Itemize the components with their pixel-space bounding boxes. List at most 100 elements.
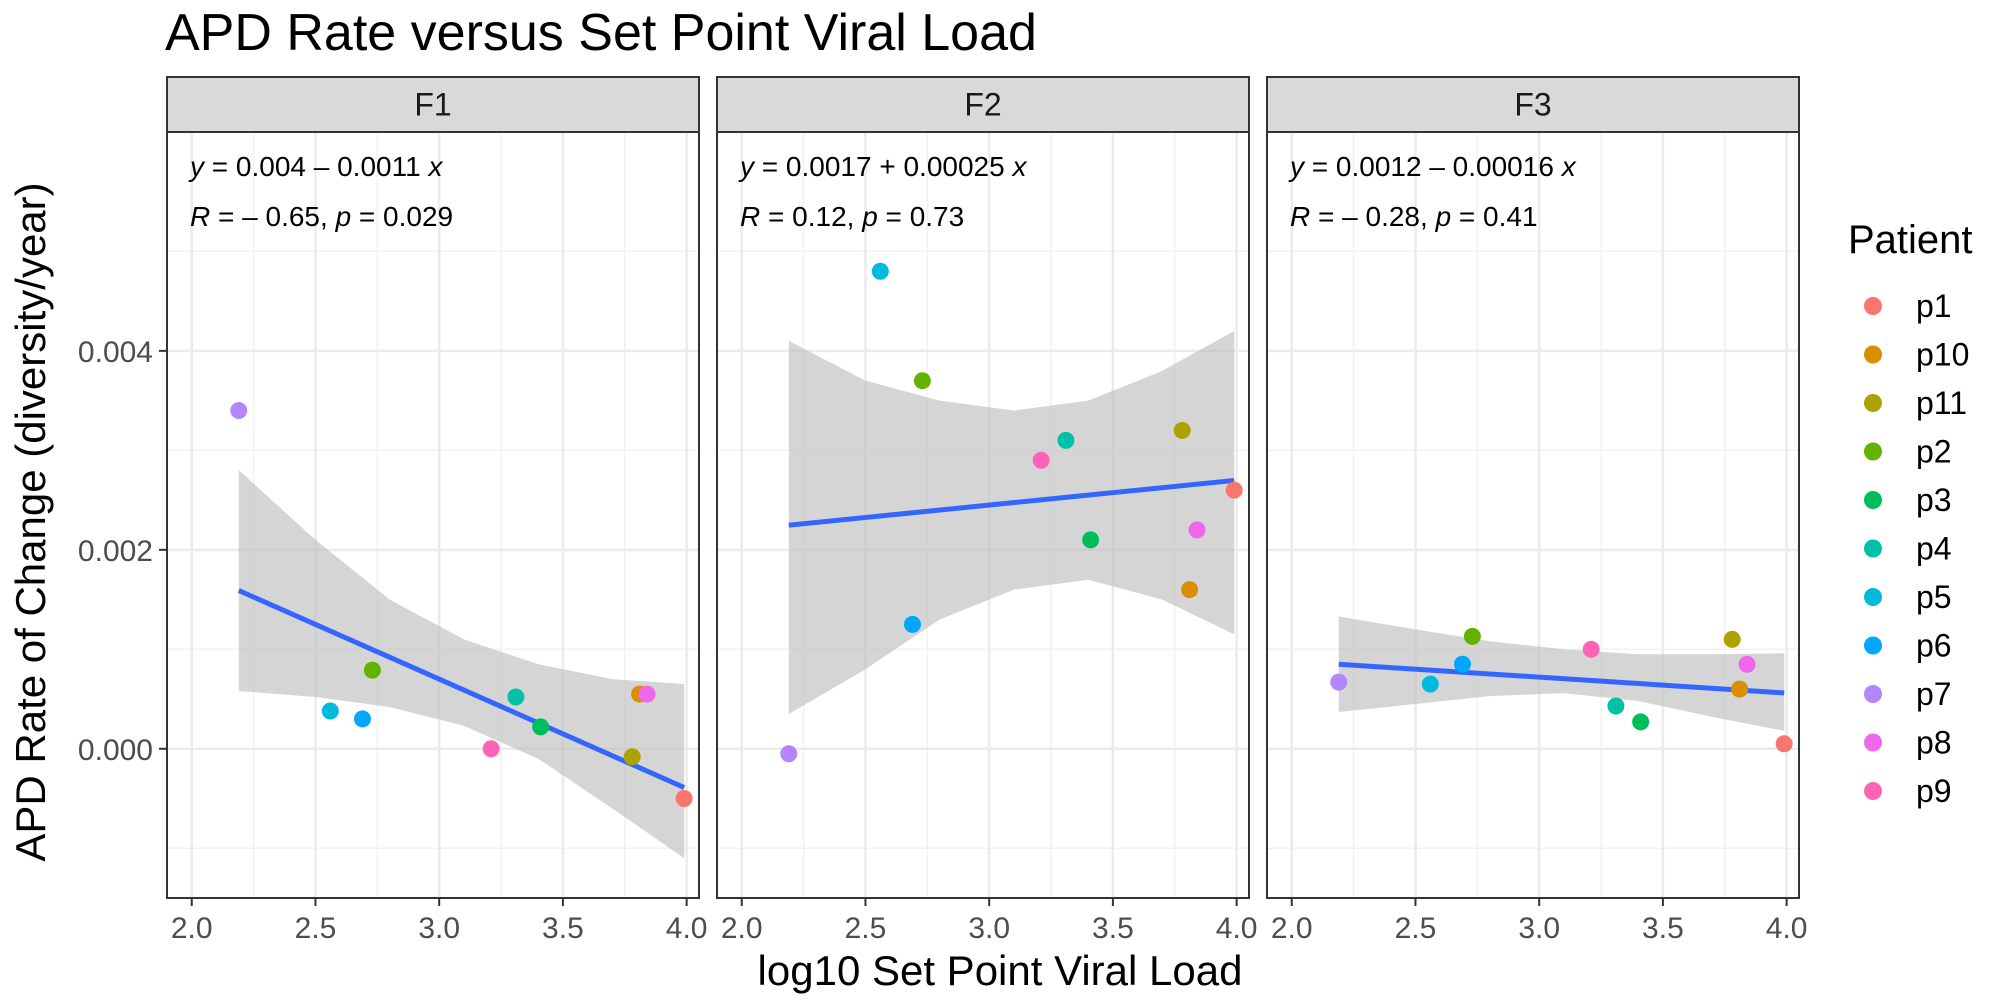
equation-y-symbol: y	[1288, 151, 1306, 182]
facet-panel-F1: y = 0.004 – 0.0011 x R = – 0.65, p = 0.02…	[78, 76, 708, 945]
y-tick-label: 0.002	[78, 535, 153, 568]
data-point-p9	[1582, 640, 1600, 658]
stats-p-symbol: p	[861, 201, 878, 232]
data-point-p11	[1173, 421, 1191, 439]
legend-label: p8	[1916, 725, 1952, 761]
legend-swatch	[1864, 685, 1882, 703]
x-tick-label: 3.0	[418, 912, 460, 945]
x-tick-label: 3.0	[1518, 912, 1560, 945]
legend-item-p9: p9	[1864, 773, 1952, 809]
correlation-stats: R = – 0.65, p = 0.029	[190, 201, 453, 232]
confidence-ribbon	[788, 331, 1235, 714]
equation-x-symbol: x	[1560, 151, 1577, 182]
legend-item-p1: p1	[1864, 288, 1952, 324]
data-point-p1	[675, 790, 693, 808]
y-axis-title: APD Rate of Change (diversity/year)	[7, 182, 54, 861]
legend-swatch	[1864, 345, 1882, 364]
legend-item-p6: p6	[1864, 628, 1952, 664]
stats-p-value: = 0.029	[351, 201, 453, 232]
stats-p-symbol: p	[1435, 201, 1452, 232]
legend-item-p4: p4	[1864, 531, 1952, 567]
legend-swatch	[1864, 394, 1882, 412]
y-tick-label: 0.000	[78, 734, 153, 767]
equation-terms: = 0.0012 – 0.00016	[1304, 151, 1562, 182]
x-tick-label: 2.0	[1271, 912, 1313, 945]
legend-swatch	[1864, 733, 1882, 752]
data-point-p2	[913, 372, 931, 390]
panel-background	[1267, 132, 1799, 898]
facet-strip	[166, 76, 700, 133]
data-point-p3	[1632, 713, 1650, 731]
legend-label: p2	[1916, 434, 1952, 470]
stats-p-value: = 0.41	[1451, 201, 1537, 232]
x-tick-label: 3.5	[1642, 912, 1684, 945]
equation-x-symbol: x	[1010, 151, 1027, 182]
facet-strip	[716, 76, 1250, 133]
data-point-p7	[1330, 673, 1348, 691]
x-tick-label: 2.0	[171, 912, 213, 945]
facet-panel-F3: y = 0.0012 – 0.00016 x R = – 0.28, p = 0.…	[1266, 76, 1807, 945]
legend-label: p7	[1916, 676, 1952, 712]
legend-swatch	[1864, 539, 1882, 558]
data-point-p10	[1181, 581, 1199, 599]
x-tick-label: 4.0	[666, 912, 708, 945]
legend-item-p5: p5	[1864, 579, 1952, 615]
legend-label: p4	[1916, 531, 1952, 567]
data-point-p9	[482, 740, 500, 758]
legend-label: p3	[1916, 482, 1952, 518]
x-tick-label: 3.5	[1092, 912, 1134, 945]
x-tick-label: 2.5	[1395, 912, 1437, 945]
data-point-p2	[363, 661, 381, 679]
x-tick-label: 3.0	[968, 912, 1010, 945]
facet-panel-F2: y = 0.0017 + 0.00025 x R = 0.12, p = 0.73…	[716, 76, 1258, 945]
legend-label: p10	[1916, 337, 1969, 373]
data-point-p9	[1032, 451, 1050, 469]
x-tick-label: 4.0	[1216, 912, 1258, 945]
data-point-p8	[1738, 655, 1756, 673]
legend-swatch	[1864, 491, 1882, 509]
data-point-p7	[780, 745, 798, 763]
legend-item-p7: p7	[1864, 676, 1952, 712]
facet-label: F1	[414, 87, 451, 123]
x-axis-title: log10 Set Point Viral Load	[758, 947, 1243, 994]
legend-item-p10: p10	[1864, 337, 1969, 373]
data-point-p10	[1731, 680, 1749, 698]
x-tick-label: 3.5	[542, 912, 584, 945]
legend-label: p11	[1916, 385, 1967, 421]
data-point-p4	[507, 688, 525, 706]
data-point-p1	[1225, 481, 1243, 499]
legend-swatch	[1864, 588, 1882, 606]
legend-label: p5	[1916, 579, 1952, 615]
data-point-p4	[1057, 431, 1075, 449]
equation-x-symbol: x	[426, 151, 443, 182]
confidence-ribbon	[238, 470, 685, 859]
data-point-p8	[1188, 521, 1206, 539]
equation-terms: = 0.0017 + 0.00025	[754, 151, 1012, 182]
x-tick-label: 2.5	[845, 912, 887, 945]
legend-title: Patient	[1848, 218, 1973, 262]
data-point-p11	[623, 748, 641, 766]
legend-item-p2: p2	[1864, 434, 1952, 470]
equation-y-symbol: y	[738, 151, 756, 182]
stats-r-value: = 0.12,	[760, 201, 862, 232]
regression-equation: y = 0.004 – 0.0011 x	[188, 151, 443, 182]
regression-line	[788, 477, 1235, 528]
data-point-p11	[1723, 630, 1741, 648]
data-point-p6	[353, 710, 371, 728]
regression-line	[1338, 661, 1785, 696]
confidence-ribbon	[1338, 616, 1785, 731]
stats-r-symbol: R	[1290, 201, 1310, 232]
legend-label: p1	[1916, 288, 1952, 324]
stats-r-symbol: R	[740, 201, 760, 232]
x-tick-label: 2.5	[295, 912, 337, 945]
regression-line	[237, 588, 686, 790]
stats-p-symbol: p	[335, 201, 352, 232]
legend-item-p11: p11	[1864, 385, 1967, 421]
legend-label: p9	[1916, 773, 1952, 809]
data-point-p5	[1421, 675, 1439, 693]
legend-swatch	[1864, 782, 1882, 800]
facet-panels: y = 0.004 – 0.0011 x R = – 0.65, p = 0.02…	[78, 76, 1807, 945]
legend-swatch	[1864, 297, 1882, 315]
data-point-p8	[638, 685, 656, 703]
stats-r-value: = – 0.28,	[1310, 201, 1435, 232]
